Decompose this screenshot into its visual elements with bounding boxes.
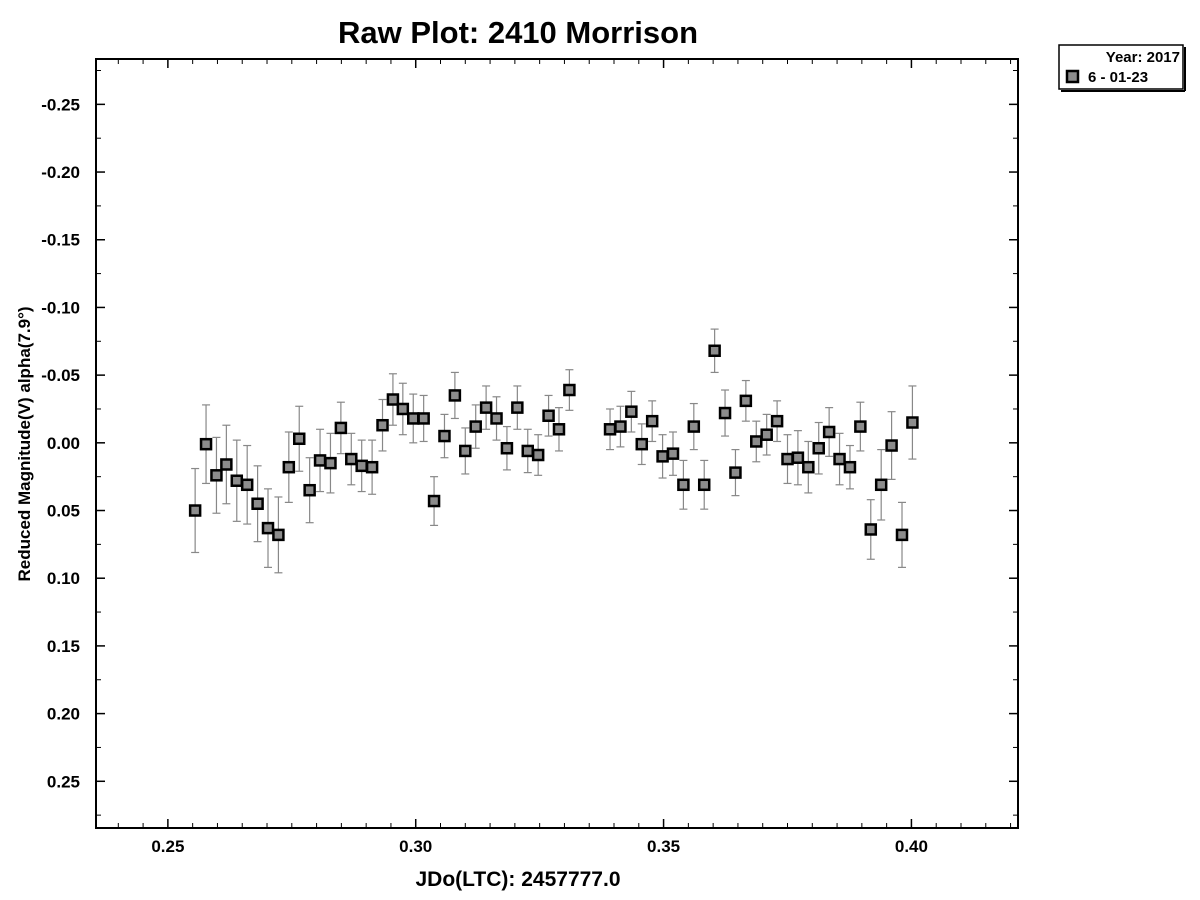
chart-title: Raw Plot: 2410 Morrison xyxy=(338,15,698,50)
data-point xyxy=(718,406,732,420)
data-point xyxy=(677,478,690,492)
data-point xyxy=(645,414,659,428)
data-point xyxy=(355,459,368,473)
data-point xyxy=(770,414,784,428)
data-point xyxy=(240,478,254,492)
y-tick-label: -0.10 xyxy=(41,298,80,317)
data-point xyxy=(854,420,867,433)
data-point xyxy=(345,452,358,466)
data-point xyxy=(459,444,472,458)
data-point xyxy=(542,409,555,422)
data-point xyxy=(895,528,909,542)
y-tick-label: -0.05 xyxy=(41,366,80,385)
data-point xyxy=(802,460,815,474)
data-point xyxy=(729,466,742,479)
data-point xyxy=(843,460,857,474)
data-point xyxy=(521,444,535,458)
x-axis-label: JDo(LTC): 2457777.0 xyxy=(415,868,620,891)
x-tick-label: 0.30 xyxy=(399,837,432,856)
data-point xyxy=(282,460,296,474)
legend-box xyxy=(1058,44,1184,90)
data-point xyxy=(708,344,721,358)
data-point xyxy=(251,497,264,510)
data-point xyxy=(603,423,617,436)
data-point xyxy=(656,450,669,463)
data-point xyxy=(563,383,576,397)
data-point xyxy=(406,412,420,425)
data-point xyxy=(292,432,306,446)
y-axis: -0.25 -0.20 -0.15 -0.10 -0.05 0.00 0.05 0.10 0.1… xyxy=(41,70,1018,816)
data-point xyxy=(438,429,451,443)
data-point xyxy=(552,423,566,436)
x-axis: 0.25 0.30 0.35 0.40 xyxy=(117,59,1012,856)
data-point xyxy=(261,521,275,535)
data-point xyxy=(687,420,701,433)
data-point xyxy=(303,483,316,497)
data-point xyxy=(666,447,680,460)
data-point xyxy=(210,469,223,482)
data-point xyxy=(739,394,753,408)
data-point xyxy=(324,456,337,470)
data-point xyxy=(531,448,545,462)
x-tick-label: 0.25 xyxy=(151,837,184,856)
x-tick-label: 0.40 xyxy=(895,837,928,856)
data-point xyxy=(697,478,711,492)
data-point xyxy=(781,452,794,466)
y-tick-label: -0.15 xyxy=(41,231,80,250)
legend: Year: 2017 6 - 01-23 xyxy=(1058,44,1186,92)
data-point xyxy=(906,416,919,429)
data-point xyxy=(750,435,763,448)
data-point xyxy=(272,528,285,542)
data-point xyxy=(448,389,462,402)
data-point xyxy=(833,452,846,466)
y-tick-label: 0.25 xyxy=(47,772,80,791)
data-point xyxy=(313,454,327,467)
plot-frame xyxy=(95,58,1019,829)
data-point xyxy=(822,425,836,439)
data-point xyxy=(791,451,805,464)
y-tick-label: 0.20 xyxy=(47,705,80,724)
data-point xyxy=(625,405,638,418)
y-tick-label: 0.05 xyxy=(47,502,80,521)
y-axis-label: Reduced Magnitude(V) alpha(7.9°) xyxy=(15,306,34,581)
y-tick-label: 0.10 xyxy=(47,569,80,588)
data-point xyxy=(396,402,410,416)
data-point xyxy=(230,474,244,487)
data-points xyxy=(188,344,919,542)
data-point xyxy=(479,401,493,414)
data-point xyxy=(386,393,400,406)
y-tick-label: -0.20 xyxy=(41,163,80,182)
data-point xyxy=(188,504,202,517)
legend-marker xyxy=(1065,69,1080,84)
y-tick-label: 0.15 xyxy=(47,637,80,656)
data-point xyxy=(864,523,878,536)
data-point xyxy=(417,412,430,425)
data-point xyxy=(490,412,503,425)
legend-entry: 6 - 01-23 xyxy=(1088,69,1148,86)
data-point xyxy=(511,401,524,414)
data-point xyxy=(427,494,441,508)
data-point xyxy=(874,478,888,492)
data-point xyxy=(199,437,213,451)
data-point xyxy=(635,437,649,451)
data-point xyxy=(500,441,514,455)
data-point xyxy=(334,421,348,435)
x-tick-label: 0.35 xyxy=(647,837,680,856)
y-tick-label: -0.25 xyxy=(41,95,80,114)
legend-header: Year: 2017 xyxy=(1106,49,1180,66)
data-point xyxy=(469,420,482,433)
data-point xyxy=(365,460,379,474)
y-tick-label: 0.00 xyxy=(47,434,80,453)
data-point xyxy=(376,418,389,432)
data-point xyxy=(885,439,898,452)
data-point xyxy=(220,458,233,471)
data-point xyxy=(812,441,825,455)
data-point xyxy=(614,420,627,433)
data-point xyxy=(760,428,773,441)
